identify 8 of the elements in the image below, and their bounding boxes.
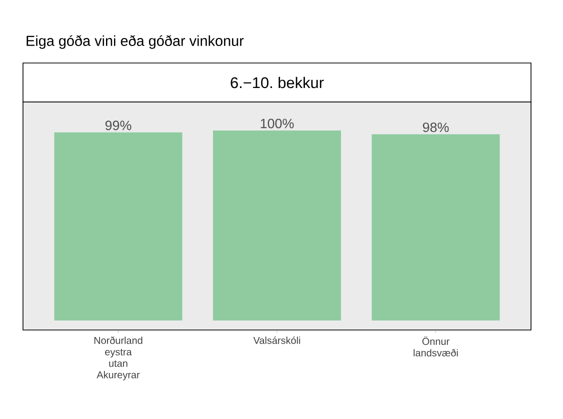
x-tick-label: Önnur landsvæði (414, 336, 458, 356)
x-tick-label: Norðurland eystra utan Akureyrar (94, 336, 142, 380)
chart-subtitle: 6.−10. bekkur (230, 76, 324, 88)
data-label: 100% (260, 118, 294, 128)
data-label: 98% (422, 122, 449, 132)
chart-title: Eiga góða vini eða góðar vinkonur (26, 35, 244, 49)
data-label: 99% (105, 120, 132, 130)
x-tick-label: Valsárskóli (253, 336, 300, 344)
